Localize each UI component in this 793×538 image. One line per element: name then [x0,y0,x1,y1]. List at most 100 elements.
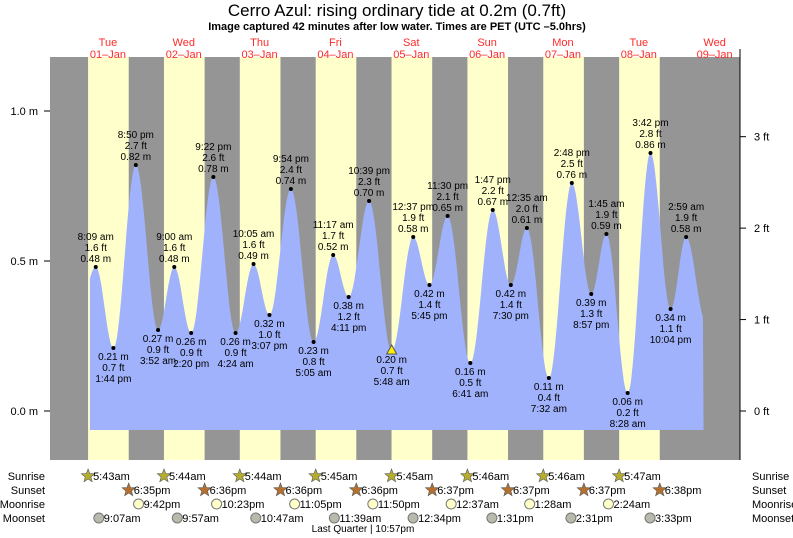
left-tick-label: 0.0 m [10,406,38,418]
tide-height-ft-label: 1.6 ft [163,243,185,254]
day-of-week-label: Sat [403,37,420,49]
tide-time-label: 9:00 am [156,232,192,243]
moonrise-icon [211,498,223,510]
tide-height-ft-label: 0.7 ft [102,363,124,374]
tide-time-label: 10:05 am [233,229,275,240]
tide-time-label: 9:54 pm [273,154,309,165]
tide-height-m-label: 0.58 m [671,224,702,235]
tide-time-label: 11:30 pm [427,181,468,192]
tide-time-label: 8:09 am [78,232,114,243]
low-tide-point [508,283,513,287]
chart-title: Cerro Azul: rising ordinary tide at 0.2m… [228,1,566,20]
tide-height-m-label: 0.78 m [198,164,229,175]
tide-time-label: 1:44 pm [95,374,131,385]
tide-time-label: 3:52 am [140,356,176,367]
sunrise-icon [232,468,248,483]
tide-height-m-label: 0.59 m [591,221,622,232]
high-tide-point [251,262,256,266]
axes: 0.0 m 0.5 m 1.0 m 0 ft 1 ft 2 ft 3 ft [10,49,769,460]
high-tide-point [211,175,216,179]
high-tide-point [648,151,653,155]
low-tide-point [311,340,316,344]
sunset-time: 6:36pm [210,485,247,497]
date-label: 07–Jan [545,49,581,61]
left-tick-label: 1.0 m [10,106,38,118]
tide-height-ft-label: 2.4 ft [280,165,302,176]
tide-height-ft-label: 1.6 ft [242,240,264,251]
tide-height-ft-label: 0.9 ft [147,345,169,356]
tide-time-label: 2:48 pm [554,148,590,159]
moonrise-icon [445,498,457,510]
tide-time-label: 8:28 am [610,419,646,430]
moonrise-time: 10:23pm [222,499,265,511]
moonrise-time: 2:24am [613,499,650,511]
right-tick-label: 0 ft [754,406,769,418]
high-tide-point [331,253,336,257]
tide-height-ft-label: 2.2 ft [482,186,504,197]
high-tide-point [288,187,293,191]
tide-height-m-label: 0.76 m [557,170,588,181]
sunrise-icon [156,468,172,483]
tide-time-label: 12:35 am [506,193,548,204]
sunset-time: 6:36pm [361,485,398,497]
tide-height-m-label: 0.52 m [318,242,349,253]
sunrise-time: 5:44am [169,471,206,483]
tide-time-label: 4:24 am [218,359,254,370]
moonrise-icon [133,498,145,510]
low-tide-point [233,331,238,335]
sunrise-time: 5:44am [245,471,282,483]
day-of-week-label: Sun [477,37,497,49]
moonset-row-label: Moonset [3,513,45,525]
low-tide-point [668,307,673,311]
moonset-row-label-right: Moonset [752,513,793,525]
tide-time-label: 1:47 pm [475,175,511,186]
tide-height-m-label: 0.86 m [635,140,666,151]
low-tide-point [111,346,116,350]
tide-height-ft-label: 1.4 ft [500,300,522,311]
tide-height-ft-label: 2.8 ft [639,129,661,140]
high-tide-point [604,232,609,236]
moonset-time: 9:07am [104,513,141,525]
day-of-week-label: Mon [552,37,573,49]
sunset-row-label: Sunset [11,485,45,497]
tide-height-m-label: 0.26 m [220,337,251,348]
moonrise-time: 9:42pm [144,499,181,511]
high-tide-point [367,199,372,203]
tide-height-ft-label: 1.7 ft [322,231,344,242]
moonrise-row-label-right: Moonrise [752,499,793,511]
high-tide-point [93,265,98,269]
date-label: 05–Jan [393,49,429,61]
moonrise-icon [367,498,379,510]
sunrise-icon [384,468,400,483]
tide-time-label: 6:41 am [452,389,488,400]
sunrise-time: 5:45am [321,471,358,483]
high-tide-point [524,226,529,230]
tide-time-label: 7:32 am [531,404,567,415]
low-tide-point [468,361,473,365]
tide-time-label: 2:20 pm [173,359,209,370]
sunset-icon [272,482,288,497]
tide-height-ft-label: 2.0 ft [516,204,538,215]
moonrise-time: 12:37am [456,499,499,511]
tide-height-ft-label: 1.9 ft [675,213,697,224]
tide-height-ft-label: 2.3 ft [358,177,380,188]
right-tick-label: 1 ft [754,315,769,327]
low-tide-point [346,295,351,299]
tide-height-ft-label: 0.9 ft [180,348,202,359]
high-tide-point [490,208,495,212]
tide-height-m-label: 0.16 m [455,367,486,378]
tide-time-label: 7:30 pm [493,311,529,322]
sunrise-icon [80,468,96,483]
tide-area [89,153,704,430]
tide-height-m-label: 0.82 m [121,152,152,163]
moonrise-time: 1:28am [535,499,572,511]
tide-height-ft-label: 1.9 ft [595,210,617,221]
tide-time-label: 10:39 pm [348,166,390,177]
low-tide-point [589,292,594,296]
moonset-time: 10:47am [261,513,304,525]
tide-height-m-label: 0.39 m [576,298,607,309]
tide-height-m-label: 0.70 m [354,188,385,199]
date-label: 04–Jan [317,49,353,61]
tide-height-m-label: 0.21 m [98,352,129,363]
tide-height-m-label: 0.23 m [298,346,329,357]
